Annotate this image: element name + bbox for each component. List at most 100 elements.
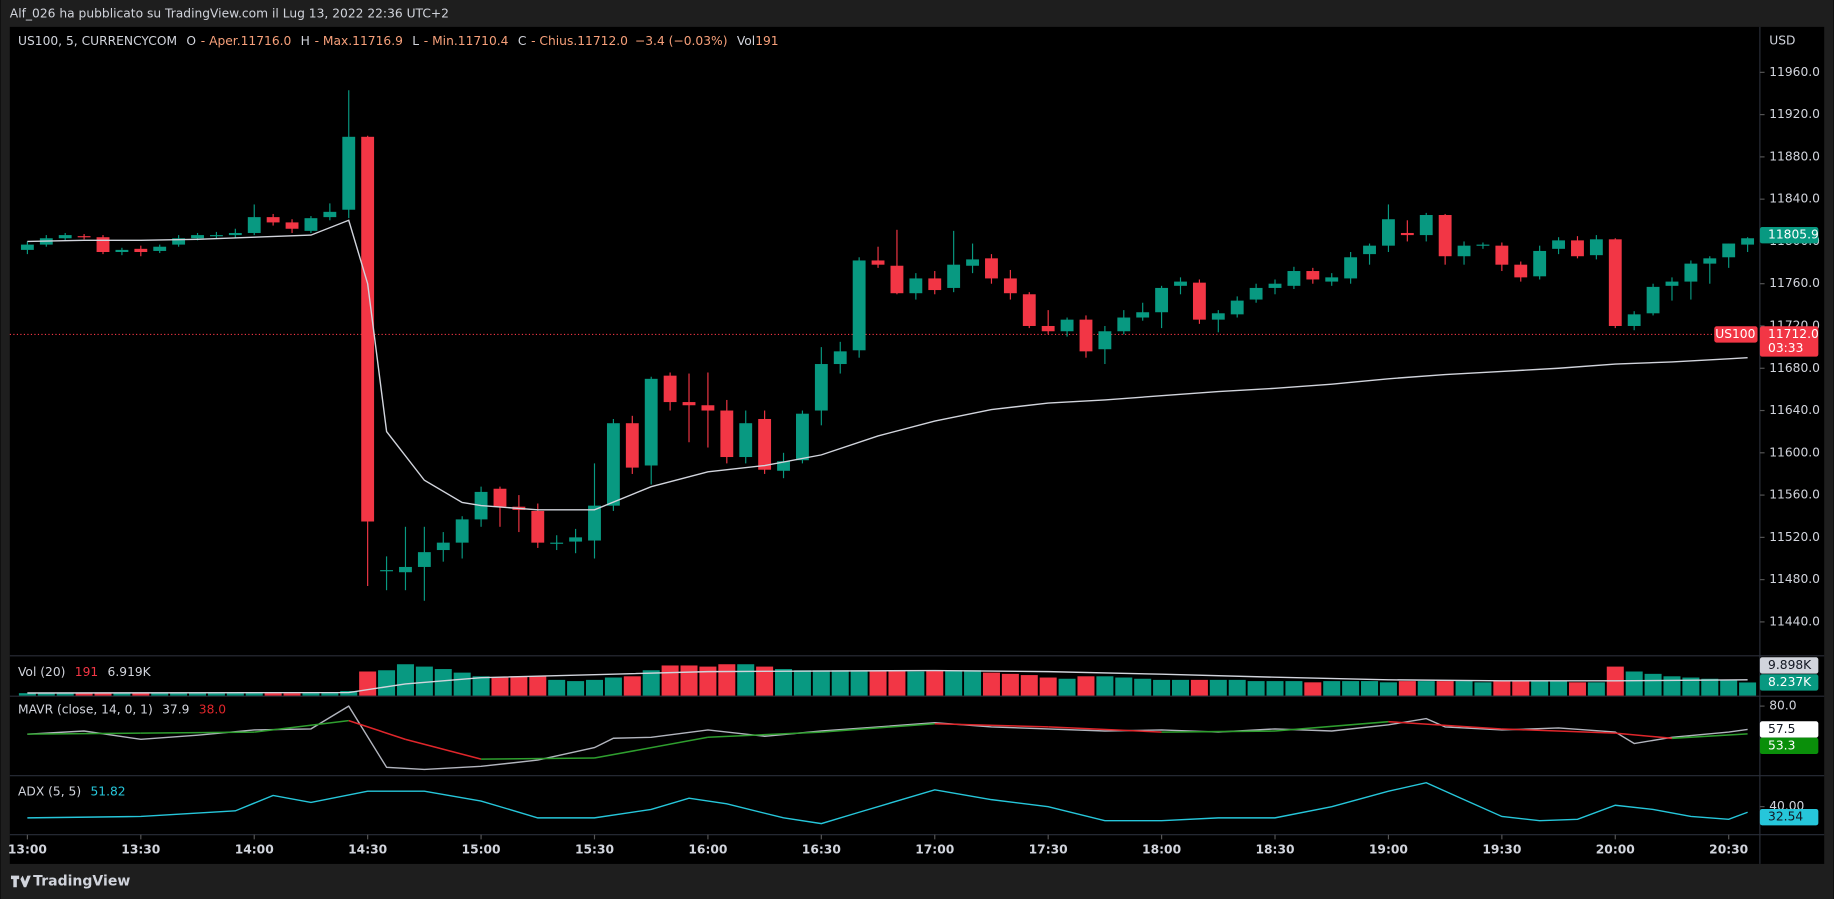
volume-bar [1228,679,1246,696]
candle-body [985,258,998,279]
y-tick-label: 11760.0 [1769,276,1820,290]
price-marker [1759,808,1819,826]
volume-bar [831,670,849,696]
price-marker-label: 9.898K [1768,658,1812,672]
x-tick-label: 14:30 [348,842,387,856]
candle-body [134,248,148,253]
y-tick-label: 11440.0 [1769,614,1820,628]
y-tick-label: 11840.0 [1769,192,1820,206]
x-tick-label: 19:00 [1369,842,1408,856]
x-tick-label: 20:30 [1709,842,1748,856]
candle-body [1211,313,1225,320]
volume-bar [453,672,471,696]
candle-body [323,211,337,218]
candle-body [1382,219,1395,246]
price-marker-label: 11805.9 [1768,228,1819,242]
mavr-signal [821,723,935,733]
x-tick-label: 19:30 [1482,842,1521,856]
candle-body [1571,240,1584,257]
volume-bar [888,670,906,696]
candle-body [1325,277,1339,282]
y-tick-label: 11560.0 [1769,488,1820,502]
value: 191 [75,665,98,679]
candle-body [417,552,431,567]
volume-bar [226,693,244,696]
candle-body [909,278,923,294]
mavr-signal [934,723,1049,728]
brand[interactable]: TradingView [33,873,130,889]
volume-bar [207,693,225,696]
value: - Max.11716.9 [315,33,403,47]
volume-bar [1682,677,1700,696]
y-tick-label: 11960.0 [1769,65,1820,79]
y-tick-label: 11600.0 [1769,445,1820,459]
value: - Aper.11716.0 [201,33,292,47]
volume-bar [1436,681,1454,696]
price-marker-label: 32.54 [1768,810,1803,824]
price-marker-label: 57.5 [1768,722,1795,736]
x-tick-label: 20:00 [1596,842,1635,856]
volume-bar [1001,673,1019,696]
volume-bar [1587,682,1605,696]
volume-bar [623,676,641,696]
last-name: US100 [1715,327,1755,341]
volume-bar [850,670,868,696]
candle-body [1306,271,1320,280]
candle-body [361,136,375,522]
volume-bar [1323,681,1341,696]
candle-body [1155,287,1169,313]
candle-body [1703,258,1717,264]
candle-body [1041,325,1055,332]
volume-bar [1020,675,1038,696]
x-tick-label: 13:00 [8,842,47,856]
price-marker [1759,674,1819,691]
volume-bar [189,692,207,696]
candle-body [58,235,72,239]
price-marker-label: 8.237K [1768,675,1812,689]
volume-bar [737,664,755,696]
volume-bar [37,692,55,696]
value: - Chius.11712.0 [531,33,628,47]
candle-body [20,244,34,250]
volume-bar [415,666,433,696]
key: Vol [737,33,755,47]
mavr-signal [1501,728,1616,734]
candle-body [569,537,583,542]
candle-body [153,246,167,251]
candle-body [285,222,299,229]
candle-body [1079,319,1093,352]
candle-body [1230,300,1244,315]
price-marker [1759,721,1819,738]
price-marker [1759,737,1819,755]
candle-body [1344,257,1358,279]
volume-bar [1115,677,1133,696]
vol-legend: Vol (20) 191 6.919K [18,665,152,679]
volume-bar [604,677,622,696]
candle-body [455,519,469,543]
key: C [518,33,527,47]
symbol: US100, 5, CURRENCYCOM [18,33,177,47]
mavr-signal [1671,733,1748,740]
mavr-signal [1388,720,1502,730]
volume-bar [340,691,358,696]
candle-body [1608,239,1622,326]
volume-bar [699,666,717,696]
candle-body [1627,314,1641,326]
volume-bar [94,693,112,696]
volume-bar [1417,681,1435,696]
volume-bar [964,670,982,696]
legend: US100, 5, CURRENCYCOM O - Aper.11716.0 H - M… [18,33,779,47]
y-tick-label: 80.0 [1769,699,1796,713]
candle-body [1060,319,1074,332]
volume-bar [321,692,339,696]
volume-bar [1342,681,1360,696]
candle-body [493,488,507,507]
y-tick-label: 11520.0 [1769,530,1820,544]
candle-body [1476,244,1490,246]
volume-bar [396,664,414,696]
volume-ma [27,669,1748,694]
mavr-signal [1274,720,1389,732]
candle-body [1438,215,1452,257]
volume-bar [1568,682,1586,696]
